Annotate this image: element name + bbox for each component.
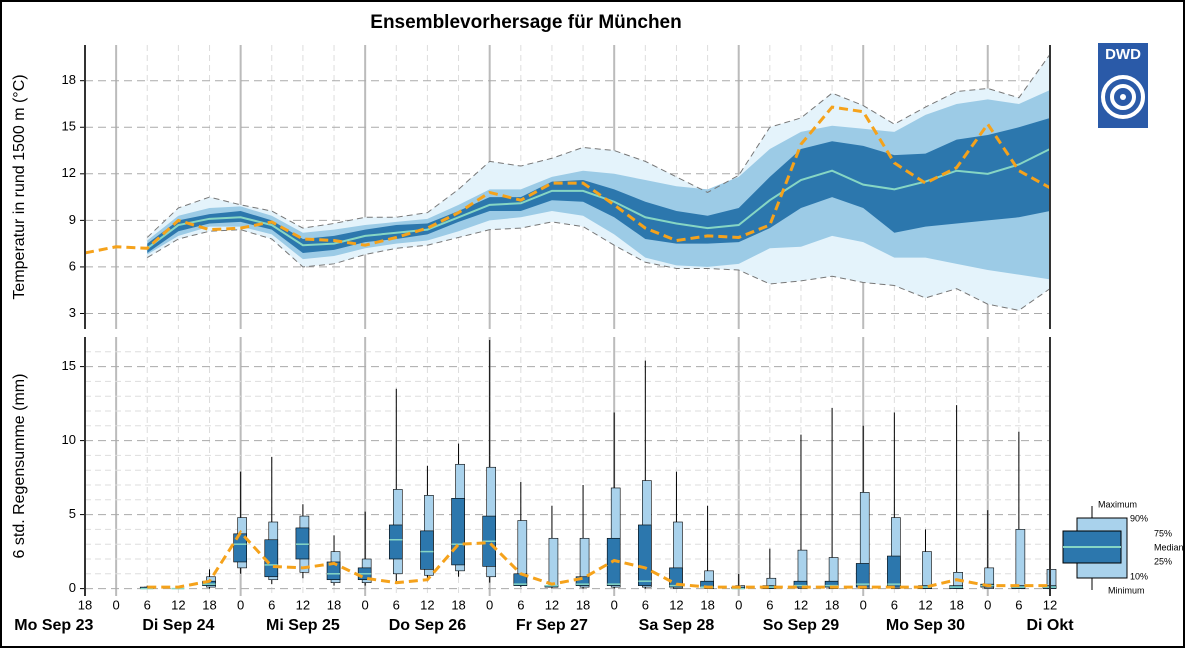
y-tick-label: 10 <box>62 432 76 447</box>
y-tick-label: 3 <box>69 305 76 320</box>
x-tick-label: 12 <box>1043 597 1057 612</box>
outer-box <box>984 567 995 589</box>
day-label: Mi Sep 25 <box>266 617 340 634</box>
day-label: So Sep 29 <box>763 617 840 634</box>
x-tick-label: 6 <box>144 597 151 612</box>
x-tick-label: 18 <box>700 597 714 612</box>
legend-label: 10% <box>1130 571 1148 581</box>
box-legend: Maximum 90% 75% Median 25% 10% Minimum <box>1062 499 1184 595</box>
x-tick-label: 12 <box>669 597 683 612</box>
x-tick-label: 18 <box>825 597 839 612</box>
x-tick-label: 12 <box>545 597 559 612</box>
y-axis-title: 6 std. Regensumme (mm) <box>11 374 28 559</box>
x-tick-label: 6 <box>1015 597 1022 612</box>
y-tick-label: 5 <box>69 506 76 521</box>
x-tick-label: 18 <box>576 597 590 612</box>
y-tick-label: 0 <box>69 580 76 595</box>
x-tick-label: 6 <box>393 597 400 612</box>
inner-box <box>420 530 434 570</box>
legend-label: 25% <box>1154 556 1172 566</box>
x-tick-label: 18 <box>202 597 216 612</box>
inner-box <box>388 524 403 560</box>
x-tick-label: 18 <box>451 597 465 612</box>
logo-spiral <box>1101 75 1145 119</box>
outer-box <box>610 487 621 588</box>
legend-label: Median <box>1154 542 1184 552</box>
x-tick-label: 12 <box>794 597 808 612</box>
inner-box <box>264 539 279 578</box>
x-tick-label: 0 <box>362 597 369 612</box>
x-tick-label: 0 <box>486 597 493 612</box>
y-tick-label: 18 <box>62 72 76 87</box>
x-tick-label: 18 <box>949 597 963 612</box>
x-tick-label: 6 <box>642 597 649 612</box>
outer-box <box>548 537 559 588</box>
x-tick-label: 18 <box>327 597 341 612</box>
y-tick-label: 9 <box>69 212 76 227</box>
legend-label: 90% <box>1130 513 1148 523</box>
inner-box <box>793 580 808 588</box>
x-tick-label: 0 <box>860 597 867 612</box>
logo: DWD <box>1098 43 1148 128</box>
x-tick-label: 0 <box>735 597 742 612</box>
outer-box <box>922 551 932 589</box>
outer-box <box>673 521 683 589</box>
logo-spiral <box>1120 94 1126 100</box>
y-tick-label: 12 <box>62 165 76 180</box>
day-label: Di Okt <box>1026 617 1074 634</box>
x-tick-label: 6 <box>268 597 275 612</box>
x-tick-label: 0 <box>984 597 991 612</box>
inner-box <box>887 555 901 588</box>
inner-box <box>451 498 465 566</box>
x-tick-label: 12 <box>420 597 434 612</box>
inner-band <box>147 117 1051 253</box>
x-tick-label: 0 <box>113 597 120 612</box>
inner-box <box>575 576 590 586</box>
outer-box <box>579 537 590 588</box>
y-tick-label: 15 <box>62 358 76 373</box>
day-label: Mo Sep 23 <box>14 617 93 634</box>
x-tick-label: 12 <box>918 597 932 612</box>
x-tick-label: 6 <box>766 597 773 612</box>
legend-label: Maximum <box>1098 499 1137 509</box>
x-tick-label: 6 <box>891 597 898 612</box>
x-tick-label: 18 <box>78 597 92 612</box>
legend-label: 75% <box>1154 528 1172 538</box>
y-axis-title: Temperatur in rund 1500 m (°C) <box>11 74 28 299</box>
day-label: Sa Sep 28 <box>639 617 715 634</box>
chart-title: Ensemblevorhersage für München <box>370 12 681 33</box>
x-tick-label: 6 <box>517 597 524 612</box>
inner-box <box>326 561 341 581</box>
x-tick-label: 12 <box>171 597 185 612</box>
deterministic-line <box>84 105 1051 255</box>
y-tick-label: 15 <box>62 119 76 134</box>
inner-box <box>638 524 652 586</box>
min-line <box>147 221 1051 311</box>
x-tick-label: 0 <box>237 597 244 612</box>
day-label: Di Sep 24 <box>142 617 214 634</box>
x-tick-label: 12 <box>296 597 310 612</box>
inner-box <box>669 567 683 588</box>
x-tick-label: 0 <box>611 597 618 612</box>
logo-text: DWD <box>1105 46 1141 63</box>
legend-label: Minimum <box>1108 585 1145 595</box>
y-tick-label: 6 <box>69 258 76 273</box>
day-label: Fr Sep 27 <box>516 617 588 634</box>
day-label: Mo Sep 30 <box>886 617 965 634</box>
logo-spiral <box>1110 84 1136 110</box>
median-line <box>146 148 1051 250</box>
day-label: Do Sep 26 <box>389 617 466 634</box>
outer-box <box>1015 529 1026 589</box>
max-line <box>146 54 1051 238</box>
outer-box <box>891 517 901 589</box>
